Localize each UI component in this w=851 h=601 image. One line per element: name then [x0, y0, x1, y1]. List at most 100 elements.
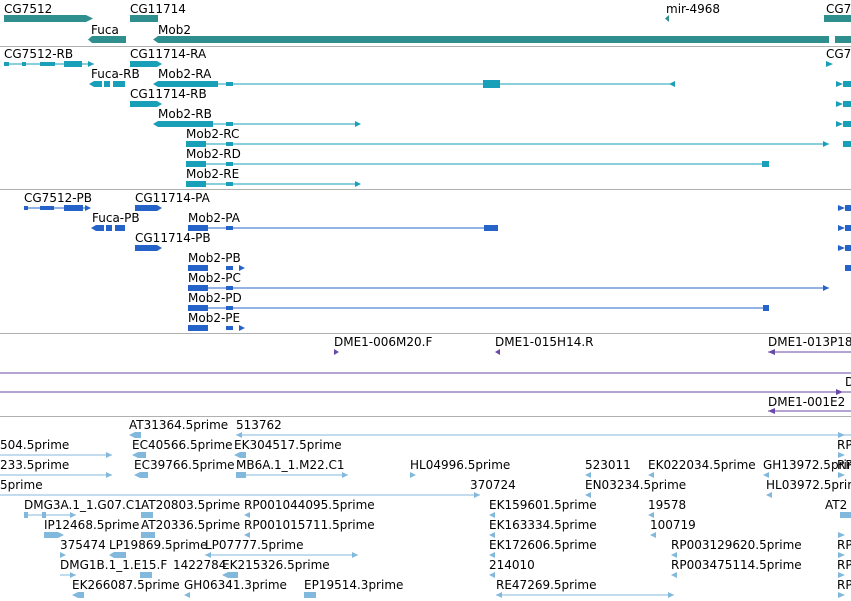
est-label[interactable]: AT31364.5prime: [129, 418, 228, 432]
protein-segment[interactable]: [845, 245, 851, 251]
protein-segment[interactable]: [763, 305, 769, 311]
protein-segment[interactable]: [188, 305, 208, 311]
gene-label[interactable]: CG7512: [4, 2, 52, 16]
transcript-label[interactable]: Mob2-RC: [186, 127, 239, 141]
protein-label[interactable]: Mob2-PC: [188, 271, 241, 285]
protein-segment[interactable]: [188, 225, 208, 231]
est-label[interactable]: RP: [837, 458, 851, 472]
protein-segment[interactable]: [64, 205, 83, 211]
est-label[interactable]: 100719: [650, 518, 696, 532]
est-feature[interactable]: [240, 452, 246, 458]
protein-segment[interactable]: [188, 325, 208, 331]
est-label[interactable]: DMG1B.1_1.E15.F: [60, 558, 167, 572]
est-feature[interactable]: [24, 512, 28, 518]
gene-feature[interactable]: [130, 15, 158, 22]
protein-label[interactable]: Mob2-PA: [188, 211, 241, 225]
protein-label[interactable]: Fuca-PB: [92, 211, 140, 225]
protein-segment[interactable]: [188, 265, 208, 271]
est-feature[interactable]: [236, 472, 246, 478]
est-label[interactable]: AT2: [825, 498, 847, 512]
clone-label[interactable]: DME1-013P18: [768, 335, 851, 349]
est-feature[interactable]: [140, 472, 148, 478]
gene-label[interactable]: CG7: [826, 2, 851, 16]
gene-label[interactable]: CG11714: [130, 2, 186, 16]
transcript-label[interactable]: Mob2-RE: [186, 167, 239, 181]
est-feature[interactable]: [228, 572, 238, 578]
est-feature[interactable]: [44, 532, 58, 538]
est-label[interactable]: RE47269.5prime: [496, 578, 597, 592]
transcript-exon[interactable]: [104, 81, 110, 87]
est-label[interactable]: RP001015711.5prime: [244, 518, 375, 532]
est-label[interactable]: GH13972.5prime: [763, 458, 851, 472]
est-label[interactable]: 5prime: [0, 478, 43, 492]
gene-feature[interactable]: [4, 15, 86, 22]
protein-segment[interactable]: [226, 326, 233, 330]
protein-segment[interactable]: [40, 206, 54, 210]
transcript-label[interactable]: Mob2-RA: [158, 67, 212, 81]
gene-label[interactable]: mir-4968: [666, 2, 720, 16]
est-label[interactable]: 523011: [585, 458, 631, 472]
protein-label[interactable]: CG11714-PB: [135, 231, 211, 245]
transcript-exon[interactable]: [843, 121, 851, 127]
est-label[interactable]: EC39766.5prime: [134, 458, 235, 472]
transcript-label[interactable]: Mob2-RD: [186, 147, 241, 161]
transcript-exon[interactable]: [158, 81, 218, 87]
protein-segment[interactable]: [115, 225, 125, 231]
est-feature[interactable]: [42, 512, 46, 518]
est-label[interactable]: 214010: [489, 558, 535, 572]
transcript-exon[interactable]: [843, 81, 851, 87]
transcript-label[interactable]: CG11714-RB: [130, 87, 207, 101]
protein-segment[interactable]: [96, 225, 104, 231]
est-feature[interactable]: [135, 432, 141, 438]
est-label[interactable]: 19578: [648, 498, 686, 512]
transcript-label[interactable]: Mob2-RB: [158, 107, 212, 121]
est-feature[interactable]: [138, 452, 146, 458]
transcript-exon[interactable]: [483, 80, 500, 88]
protein-segment[interactable]: [226, 226, 233, 230]
transcript-exon[interactable]: [158, 121, 213, 127]
est-label[interactable]: IP12468.5prime: [44, 518, 139, 532]
est-label[interactable]: RP: [837, 438, 851, 452]
est-label[interactable]: EP19514.3prime: [304, 578, 403, 592]
protein-segment[interactable]: [226, 266, 233, 270]
transcript-exon[interactable]: [186, 161, 206, 167]
est-label[interactable]: GH06341.3prime: [184, 578, 287, 592]
est-label[interactable]: 504.5prime: [0, 438, 69, 452]
protein-segment[interactable]: [188, 285, 208, 291]
clone-label[interactable]: DME1-015H14.R: [495, 335, 594, 349]
est-label[interactable]: RP003129620.5prime: [671, 538, 802, 552]
transcript-exon[interactable]: [22, 62, 26, 66]
transcript-exon[interactable]: [226, 162, 233, 166]
est-label[interactable]: LP07777.5prime: [205, 538, 304, 552]
est-label[interactable]: RP003475114.5prime: [671, 558, 802, 572]
transcript-exon[interactable]: [226, 122, 233, 126]
est-label[interactable]: RP: [837, 558, 851, 572]
protein-segment[interactable]: [135, 205, 157, 211]
est-feature[interactable]: [140, 572, 152, 578]
est-feature[interactable]: [78, 592, 84, 598]
transcript-exon[interactable]: [113, 81, 125, 87]
protein-segment[interactable]: [106, 225, 112, 231]
gene-label[interactable]: Fuca: [91, 23, 119, 37]
est-label[interactable]: RP001044095.5prime: [244, 498, 375, 512]
est-label[interactable]: EK163334.5prime: [489, 518, 597, 532]
protein-segment[interactable]: [484, 225, 498, 231]
est-feature[interactable]: [840, 512, 851, 518]
est-feature[interactable]: [304, 592, 316, 598]
protein-segment[interactable]: [226, 286, 233, 290]
clone-label[interactable]: DME1-001E2: [768, 395, 845, 409]
est-label[interactable]: EN03234.5prime: [585, 478, 686, 492]
protein-segment[interactable]: [24, 206, 28, 210]
transcript-exon[interactable]: [843, 101, 851, 107]
protein-segment[interactable]: [845, 265, 851, 271]
transcript-label[interactable]: Fuca-RB: [91, 67, 140, 81]
transcript-exon[interactable]: [4, 62, 9, 66]
est-label[interactable]: HL04996.5prime: [410, 458, 510, 472]
transcript-exon[interactable]: [40, 62, 55, 66]
transcript-exon[interactable]: [843, 141, 851, 147]
protein-segment[interactable]: [226, 306, 233, 310]
protein-segment[interactable]: [845, 225, 851, 231]
transcript-exon[interactable]: [94, 81, 102, 87]
protein-label[interactable]: Mob2-PD: [188, 291, 242, 305]
transcript-exon[interactable]: [64, 61, 82, 67]
